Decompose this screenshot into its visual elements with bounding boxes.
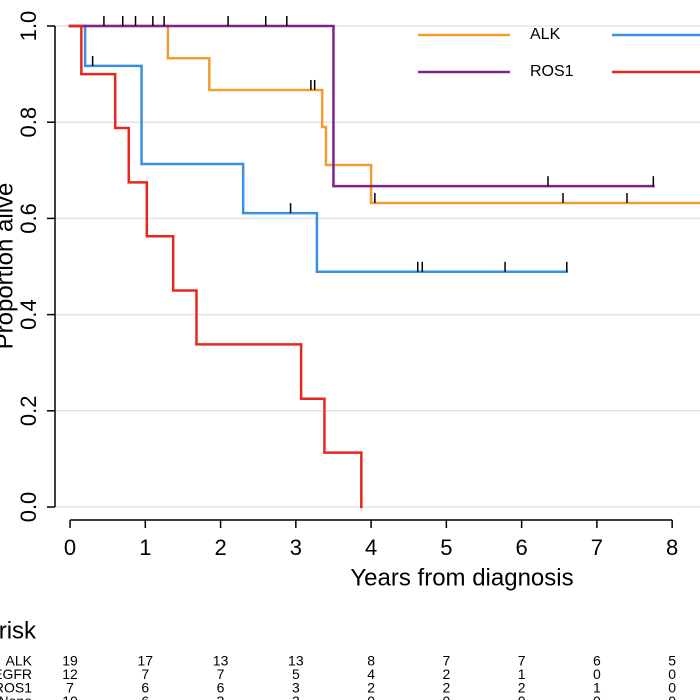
legend-label: ALK [530, 26, 561, 43]
risk-count: 1 [518, 666, 526, 682]
risk-count: 0 [668, 666, 676, 682]
risk-count: 13 [213, 653, 229, 669]
y-tick-label: 1.0 [16, 11, 41, 42]
risk-count: 0 [593, 693, 601, 700]
risk-count: 6 [593, 653, 601, 669]
risk-count: 0 [442, 693, 450, 700]
x-tick-label: 1 [139, 535, 151, 560]
risk-count: 12 [62, 666, 78, 682]
risk-count: 1 [593, 680, 601, 696]
y-tick-label: 0.2 [16, 396, 41, 427]
risk-count: 6 [141, 693, 149, 700]
risk-count: 2 [442, 666, 450, 682]
risk-count: 19 [62, 653, 78, 669]
risk-count: 2 [518, 680, 526, 696]
risk-table-title: Number at risk [0, 617, 37, 644]
y-tick-label: 0.4 [16, 299, 41, 330]
risk-count: 6 [217, 680, 225, 696]
risk-count: 3 [292, 693, 300, 700]
risk-count: 10 [62, 693, 78, 700]
risk-count: 2 [442, 680, 450, 696]
x-tick-label: 7 [591, 535, 603, 560]
risk-row-label: ALK [6, 653, 33, 669]
risk-count: 8 [367, 653, 375, 669]
y-tick-label: 0.8 [16, 107, 41, 138]
risk-count: 6 [141, 680, 149, 696]
risk-count: 0 [668, 680, 676, 696]
risk-count: 7 [442, 653, 450, 669]
risk-count: 3 [292, 680, 300, 696]
risk-count: 13 [288, 653, 304, 669]
risk-count: 0 [593, 666, 601, 682]
risk-count: 7 [66, 680, 74, 696]
y-axis-label: Proportion alive [0, 183, 18, 350]
y-tick-label: 0.6 [16, 203, 41, 234]
risk-row-label: ROS1 [0, 680, 32, 696]
risk-count: 4 [367, 666, 375, 682]
risk-count: 7 [141, 666, 149, 682]
risk-count: 2 [367, 680, 375, 696]
risk-row-label: EGFR [0, 666, 32, 682]
risk-count: 5 [668, 653, 676, 669]
risk-count: 0 [518, 693, 526, 700]
legend-label: ROS1 [530, 63, 574, 80]
risk-count: 7 [217, 666, 225, 682]
risk-count: 17 [138, 653, 154, 669]
y-tick-label: 0.0 [16, 492, 41, 523]
risk-count: 3 [217, 693, 225, 700]
x-axis-label: Years from diagnosis [350, 564, 573, 591]
risk-count: 0 [668, 693, 676, 700]
x-tick-label: 3 [290, 535, 302, 560]
risk-count: 7 [518, 653, 526, 669]
risk-count: 0 [367, 693, 375, 700]
x-tick-label: 0 [64, 535, 76, 560]
x-tick-label: 6 [516, 535, 528, 560]
x-tick-label: 2 [214, 535, 226, 560]
x-tick-label: 5 [440, 535, 452, 560]
x-tick-label: 8 [666, 535, 678, 560]
risk-row-label: None [0, 693, 32, 700]
x-tick-label: 4 [365, 535, 377, 560]
plot-area [68, 16, 700, 509]
risk-count: 5 [292, 666, 300, 682]
